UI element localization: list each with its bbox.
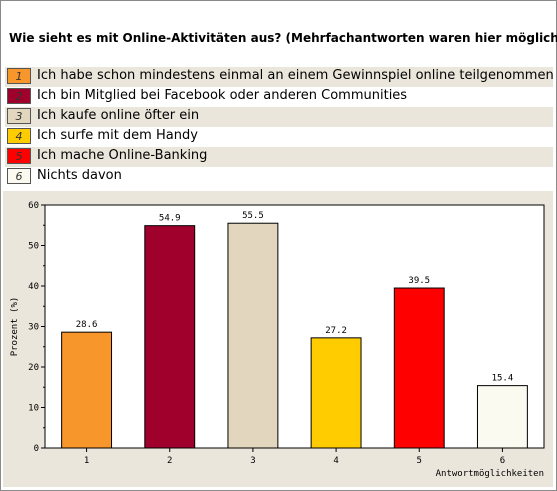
legend-item: 4 Ich surfe mit dem Handy (5, 127, 553, 147)
legend-swatch: 3 (7, 108, 31, 124)
bar (310, 337, 362, 449)
legend-label: Ich kaufe online öfter ein (37, 108, 200, 123)
bar-chart: 0 10 20 30 40 50 60 28.6 1 54.9 2 55.5 3 27.2 4 39.5 5 15… (10, 201, 545, 479)
legend-swatch: 2 (7, 88, 31, 104)
legend-label: Ich mache Online-Banking (37, 148, 208, 163)
bar-value-label: 15.4 (492, 374, 514, 384)
legend-item: 3 Ich kaufe online öfter ein (5, 107, 553, 127)
legend-label: Nichts davon (37, 168, 122, 183)
legend-label: Ich habe schon mindestens einmal an eine… (37, 68, 554, 83)
legend-item: 2 Ich bin Mitglied bei Facebook oder ande… (5, 87, 553, 107)
y-tick-label: 0 (34, 444, 39, 454)
bar (227, 222, 279, 449)
bar (144, 225, 196, 449)
bar-value-label: 27.2 (325, 326, 347, 336)
bar-value-label: 54.9 (159, 214, 181, 224)
y-tick-label: 30 (28, 323, 39, 333)
legend-item: 1 Ich habe schon mindestens einmal an ein… (5, 67, 554, 87)
x-tick-label: 4 (333, 456, 338, 466)
y-tick-label: 60 (28, 201, 39, 211)
legend-swatch: 5 (7, 148, 31, 164)
y-tick-label: 20 (28, 363, 39, 373)
bar-value-label: 55.5 (242, 211, 264, 221)
y-tick-label: 50 (28, 242, 39, 252)
legend-swatch: 6 (7, 168, 31, 184)
bar-value-label: 39.5 (408, 276, 430, 286)
x-tick-label: 6 (500, 456, 505, 466)
x-tick-label: 3 (250, 456, 255, 466)
question-title: Wie sieht es mit Online-Aktivitäten aus?… (9, 31, 557, 45)
x-tick-label: 2 (167, 456, 172, 466)
y-axis-label: Prozent (%) (10, 297, 20, 357)
y-tick-label: 10 (28, 404, 39, 414)
legend-label: Ich bin Mitglied bei Facebook oder ander… (37, 88, 408, 103)
bar (61, 331, 113, 449)
x-tick-label: 5 (417, 456, 422, 466)
x-axis-label: Antwortmöglichkeiten (436, 469, 544, 479)
legend-item: 6 Nichts davon (5, 167, 553, 187)
legend-swatch: 4 (7, 128, 31, 144)
bar (393, 287, 445, 449)
bar (476, 385, 528, 449)
plot-area (44, 204, 545, 449)
bar-value-label: 28.6 (76, 320, 98, 330)
chart-panel: 0 10 20 30 40 50 60 28.6 1 54.9 2 55.5 3 27.2 4 39.5 5 15… (3, 191, 553, 487)
legend-item: 5 Ich mache Online-Banking (5, 147, 553, 167)
legend-label: Ich surfe mit dem Handy (37, 128, 198, 143)
x-tick-label: 1 (84, 456, 89, 466)
legend-swatch: 1 (7, 68, 31, 84)
y-tick-label: 40 (28, 282, 39, 292)
legend: 1 Ich habe schon mindestens einmal an ein… (5, 67, 554, 187)
